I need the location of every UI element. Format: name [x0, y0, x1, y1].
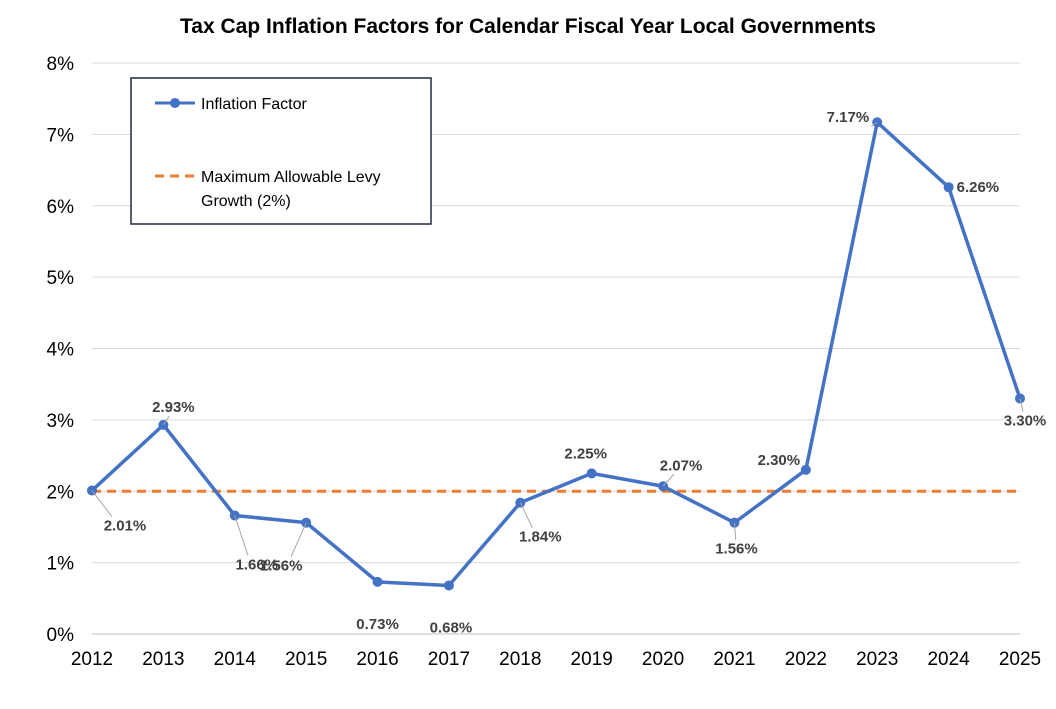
data-label: 2.93% — [152, 399, 195, 416]
y-tick-label: 3% — [47, 411, 75, 432]
data-label: 3.30% — [1004, 412, 1047, 429]
chart-title: Tax Cap Inflation Factors for Calendar F… — [180, 15, 876, 38]
x-tick-label: 2017 — [428, 649, 470, 670]
series-line-inflation — [90, 120, 1022, 588]
x-tick-label: 2022 — [785, 649, 827, 670]
y-tick-label: 1% — [47, 554, 75, 575]
legend-label-max-levy-line2: Growth (2%) — [201, 193, 291, 210]
label-leader-line — [733, 522, 737, 540]
data-point — [943, 182, 954, 193]
x-tick-label: 2013 — [142, 649, 184, 670]
x-tick-label: 2023 — [856, 649, 898, 670]
data-label: 2.30% — [758, 452, 801, 469]
legend-marker-inflation — [170, 98, 180, 108]
y-tick-label: 5% — [47, 268, 75, 289]
x-tick-label: 2019 — [571, 649, 613, 670]
data-label: 1.56% — [715, 541, 758, 558]
data-label: 1.66% — [235, 557, 278, 574]
data-label: 0.73% — [356, 616, 399, 633]
label-leader-line — [519, 502, 533, 528]
y-axis-ticks: 0% 1% 2% 3% 4% 5% 6% 7% 8% — [47, 54, 75, 646]
data-point — [443, 580, 454, 591]
x-tick-label: 2021 — [713, 649, 755, 670]
data-label: 2.25% — [564, 445, 607, 462]
x-tick-label: 2024 — [927, 649, 970, 670]
data-labels: 2.01%2.93%1.66%1.56%0.73% 0.68%1.84%2.25%… — [91, 109, 1047, 636]
data-label: 1.56% — [260, 558, 303, 575]
label-leader-line — [290, 522, 307, 557]
data-point — [372, 576, 383, 587]
label-leader-line — [662, 473, 675, 487]
x-tick-label: 2015 — [285, 649, 327, 670]
label-leader-line — [162, 415, 170, 426]
y-tick-label: 8% — [47, 54, 75, 75]
y-tick-label: 0% — [47, 625, 75, 646]
data-label: 7.17% — [827, 109, 870, 126]
legend-label-inflation: Inflation Factor — [201, 96, 308, 113]
x-axis-ticks: 2012 2013 2014 2015 2016 2017 2018 2019 2020 2021… — [71, 649, 1041, 670]
y-tick-label: 2% — [47, 482, 75, 503]
data-label: 2.01% — [104, 518, 147, 535]
data-point — [586, 468, 597, 479]
label-leader-line — [234, 515, 249, 556]
label-leader-line — [1019, 398, 1024, 412]
data-label: 1.84% — [519, 529, 562, 546]
x-tick-label: 2018 — [499, 649, 541, 670]
x-tick-label: 2025 — [999, 649, 1041, 670]
x-tick-label: 2016 — [356, 649, 398, 670]
legend-label-max-levy-line1: Maximum Allowable Levy — [201, 169, 381, 186]
x-tick-label: 2012 — [71, 649, 113, 670]
legend: Inflation Factor Maximum Allowable Levy … — [130, 77, 432, 225]
y-tick-label: 6% — [47, 197, 75, 218]
x-tick-label: 2014 — [214, 649, 257, 670]
data-point — [800, 464, 811, 475]
data-label: 6.26% — [957, 179, 1000, 196]
label-leader-line — [870, 121, 878, 127]
data-label: 2.07% — [660, 457, 703, 474]
label-leader-line — [91, 490, 113, 517]
x-tick-label: 2020 — [642, 649, 684, 670]
data-label: 0.68% — [430, 619, 473, 636]
y-tick-label: 4% — [47, 340, 75, 361]
y-tick-label: 7% — [47, 125, 75, 146]
